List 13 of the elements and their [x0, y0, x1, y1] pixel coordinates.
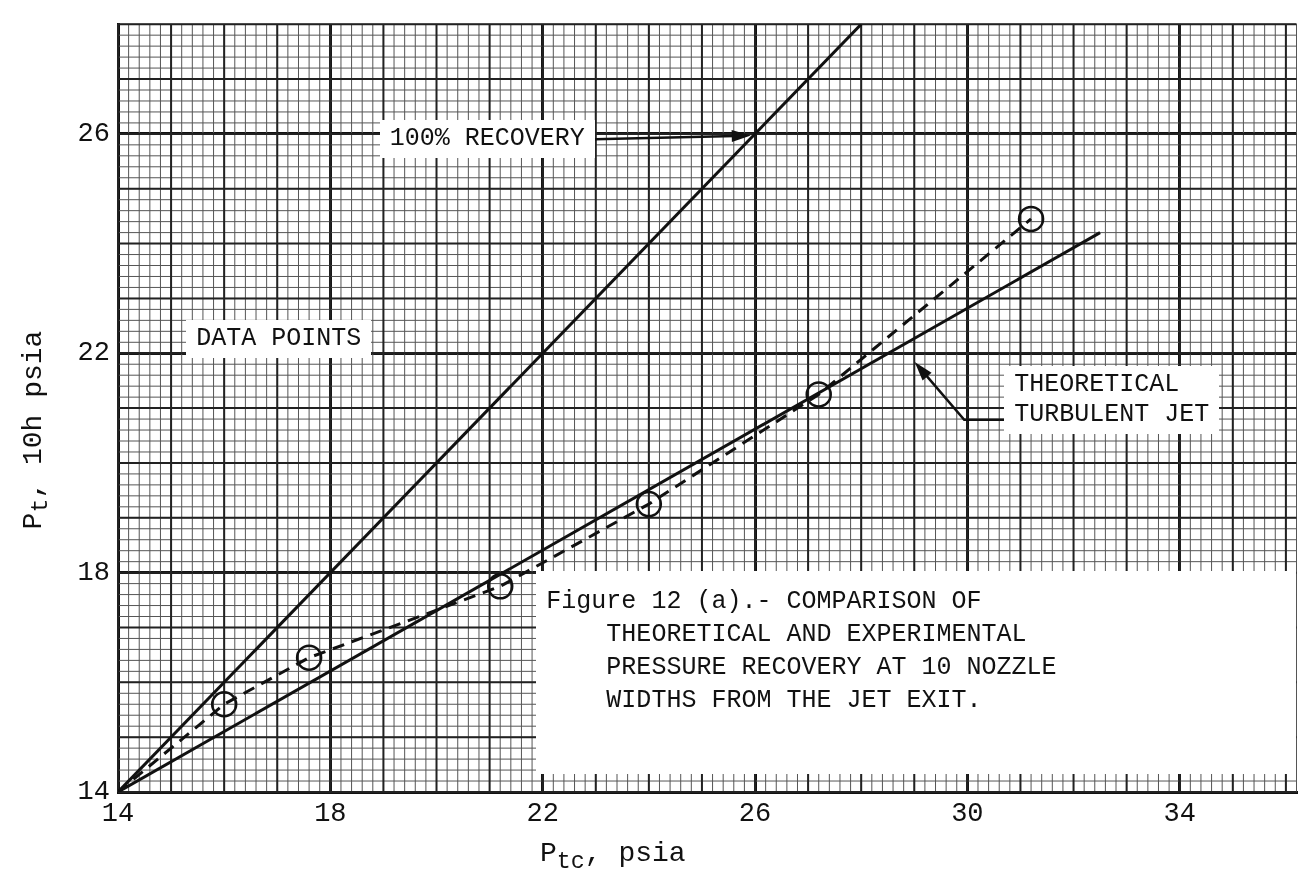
x-tick-label: 30 — [951, 799, 984, 830]
annotation: 100% RECOVERY — [379, 120, 595, 159]
y-tick-label: 26 — [77, 119, 110, 150]
x-axis-title: P$_{tc}$, psia — [540, 838, 686, 875]
x-tick-label: 18 — [314, 799, 347, 830]
annotation: THEORETICAL TURBULENT JET — [1004, 365, 1220, 434]
annotation: Figure 12 (a).- COMPARISON OF THEORETICAL AND EXPERIMENTAL PRESSURE RECOVERY AT 10 NOZZLE WIDTHS FROM THE JET EXIT. — [545, 585, 1058, 717]
x-tick-label: 34 — [1163, 799, 1196, 830]
x-tick-label: 22 — [526, 799, 559, 830]
y-tick-label: 18 — [77, 557, 110, 588]
x-tick-label: 26 — [738, 799, 772, 830]
y-tick-label: 22 — [77, 338, 110, 369]
annotation: DATA POINTS — [186, 319, 372, 358]
